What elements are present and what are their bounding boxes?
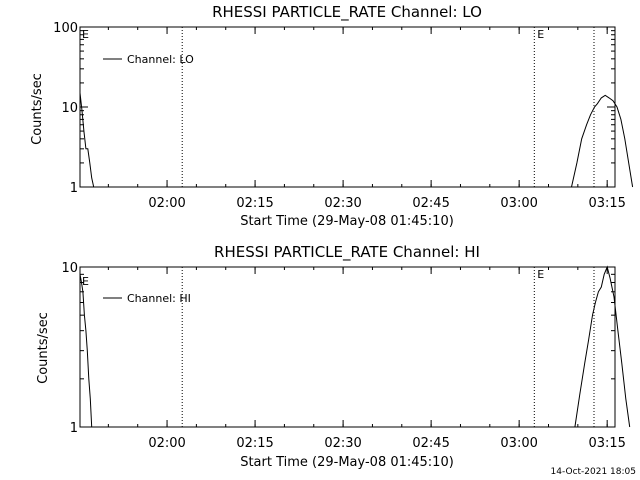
footer-timestamp: 14-Oct-2021 18:05 [551, 467, 636, 477]
panel-lo-ytick-label: 10 [61, 101, 78, 116]
panel-hi-legend: Channel: HI [103, 292, 191, 305]
panel-lo-series-line [79, 92, 95, 188]
panel-lo-corner-marker: E [82, 28, 89, 41]
panel-hi-series-line [574, 265, 631, 428]
panel-hi-ytick-label: 1 [70, 421, 78, 436]
panel-lo-legend: Channel: LO [103, 53, 194, 66]
panel-lo-title: RHESSI PARTICLE_RATE Channel: LO [212, 3, 482, 22]
panel-hi-legend-label: Channel: HI [127, 292, 191, 305]
panel-lo-xtick-label: 03:00 [500, 196, 537, 211]
panel-hi-axes-frame [79, 266, 616, 428]
panel-lo-xtick-label: 02:00 [148, 196, 185, 211]
panel-lo-ytick-label: 100 [53, 21, 78, 36]
panel-lo-xtick-label: 03:15 [588, 196, 625, 211]
panel-hi-ylabel: Counts/sec [36, 312, 51, 384]
panel-hi-ytick-label: 10 [61, 261, 78, 276]
panel-hi-series-line [79, 274, 93, 428]
panel-lo-ytick-label: 1 [70, 181, 78, 196]
panel-lo-xtick-label: 02:30 [324, 196, 361, 211]
panel-lo-series-line [571, 94, 634, 188]
panel-lo: RHESSI PARTICLE_RATE Channel: LO Start T… [30, 3, 482, 229]
panel-hi-xtick-label: 02:30 [324, 436, 361, 451]
panel-hi-corner-marker: E [82, 275, 89, 288]
panel-hi-xtick-label: 03:00 [500, 436, 537, 451]
panel-lo-ylabel: Counts/sec [30, 73, 45, 145]
panel-hi-vline-label: E [537, 268, 544, 281]
panel-hi: RHESSI PARTICLE_RATE Channel: HI Start T… [36, 243, 480, 470]
panel-lo-vline-label: E [537, 28, 544, 41]
panel-lo-legend-label: Channel: LO [127, 53, 194, 66]
panel-lo-xtick-label: 02:45 [412, 196, 449, 211]
panel-lo-xlabel: Start Time (29-May-08 01:45:10) [240, 214, 454, 229]
panel-hi-xlabel: Start Time (29-May-08 01:45:10) [240, 455, 454, 470]
panel-lo-xtick-label: 02:15 [236, 196, 273, 211]
panel-hi-xtick-label: 02:45 [412, 436, 449, 451]
panel-hi-xtick-label: 02:00 [148, 436, 185, 451]
panel-hi-xtick-label: 03:15 [588, 436, 625, 451]
panel-hi-xtick-label: 02:15 [236, 436, 273, 451]
panel-hi-title: RHESSI PARTICLE_RATE Channel: HI [214, 243, 480, 262]
